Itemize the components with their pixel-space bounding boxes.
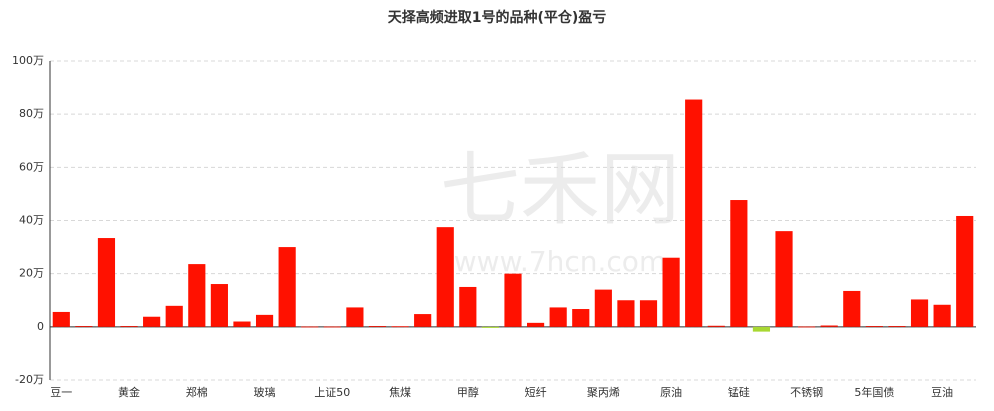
y-tick-label: 100万 <box>12 54 44 67</box>
bar <box>730 200 748 327</box>
bar <box>933 304 951 327</box>
x-tick-label: 上证50 <box>314 386 350 399</box>
x-tick-label: 焦煤 <box>389 386 411 399</box>
bar <box>120 326 138 327</box>
bar <box>752 326 771 332</box>
y-tick-label: 0 <box>37 320 44 333</box>
bar <box>481 326 499 328</box>
bar <box>368 326 387 327</box>
x-tick-label: 5年国债 <box>854 385 894 399</box>
bar <box>685 99 703 327</box>
bar <box>97 238 116 327</box>
bar <box>436 227 454 327</box>
x-tick-label: 豆一 <box>50 386 72 399</box>
bar <box>798 326 816 328</box>
x-tick-label: 原油 <box>660 385 682 399</box>
bar <box>549 307 567 327</box>
bar <box>617 300 635 327</box>
bar <box>346 307 364 327</box>
y-tick-label: 60万 <box>19 160 44 173</box>
bar <box>323 326 341 328</box>
bar <box>301 326 319 328</box>
bar <box>594 289 612 327</box>
bar <box>527 322 545 327</box>
bar <box>843 290 861 327</box>
bar <box>52 311 70 327</box>
bar <box>707 325 725 327</box>
x-tick-label: 聚丙烯 <box>587 386 620 399</box>
x-tick-label: 短纤 <box>525 385 547 399</box>
bar <box>210 284 228 327</box>
bar <box>956 215 974 327</box>
bar <box>639 300 658 327</box>
y-tick-label: 20万 <box>19 267 44 280</box>
x-tick-label: 锰硅 <box>728 385 750 399</box>
x-tick-label: 郑棉 <box>186 385 208 399</box>
x-tick-label: 甲醇 <box>457 385 479 399</box>
bar <box>165 305 183 327</box>
x-tick-label: 玻璃 <box>254 385 276 399</box>
bar <box>888 326 906 327</box>
bar <box>662 257 680 327</box>
watermark: 七禾网 <box>440 143 680 236</box>
bar <box>414 314 432 327</box>
chart-title: 天择高频进取1号的品种(平仓)盈亏 <box>388 9 607 26</box>
bar <box>504 273 522 327</box>
x-tick-label: 豆油 <box>931 385 953 399</box>
bar <box>143 316 161 327</box>
bar <box>865 326 883 327</box>
bar <box>459 286 477 327</box>
bar <box>233 321 251 327</box>
y-tick-label: 40万 <box>19 214 44 227</box>
watermark: www.7hcn.com <box>454 245 666 278</box>
bar <box>775 231 793 327</box>
bar <box>75 326 93 327</box>
bar <box>572 309 590 327</box>
x-tick-label: 黄金 <box>118 385 140 399</box>
bar <box>391 326 409 328</box>
y-tick-label: 80万 <box>19 107 44 120</box>
x-tick-label: 不锈钢 <box>790 386 823 399</box>
bar <box>255 314 274 327</box>
bar <box>278 247 296 327</box>
y-tick-label: -20万 <box>15 373 44 386</box>
bar <box>910 299 929 327</box>
bar <box>188 264 206 327</box>
bar <box>820 325 838 327</box>
